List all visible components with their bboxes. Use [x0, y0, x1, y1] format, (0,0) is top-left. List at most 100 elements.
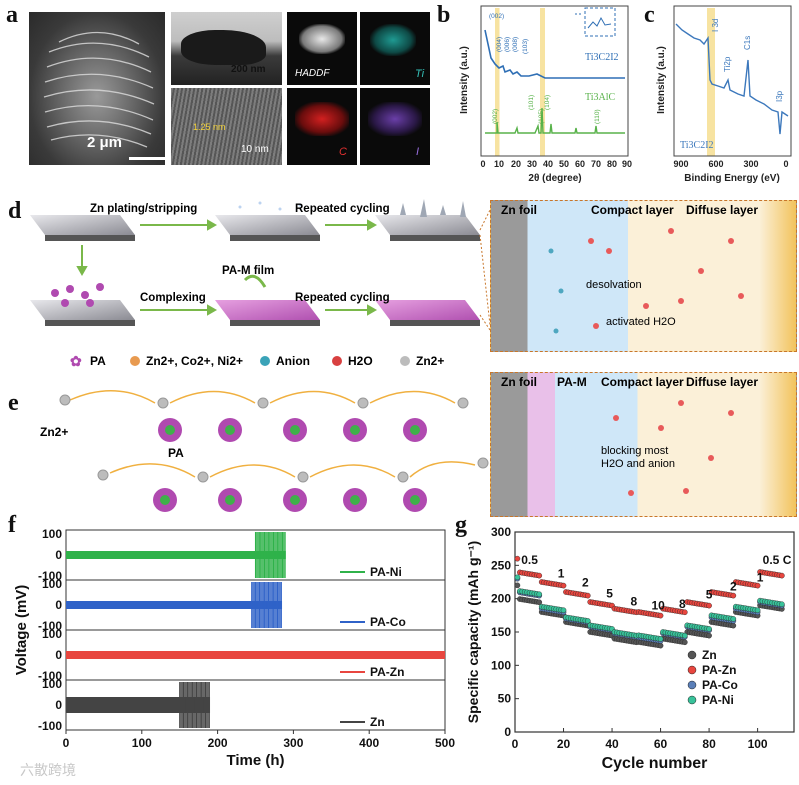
point-pazn — [584, 592, 591, 599]
point-zn — [657, 642, 664, 649]
tem-scale-label-1: 200 nm — [231, 64, 266, 75]
rate-label-4: 8 — [631, 594, 638, 608]
interface-panel-bottom: Zn foil PA-M Compact layer Diffuse layer… — [490, 372, 797, 517]
top-diffuse-label: Diffuse layer — [686, 203, 759, 217]
anion-icon — [260, 356, 270, 366]
xrd-peak-002: (002) — [489, 13, 504, 20]
g-ytick-6: 300 — [491, 525, 511, 539]
legend-marker-paco — [687, 680, 697, 690]
g-ylabel: Specific capacity (mAh g⁻¹) — [465, 541, 481, 723]
f-ytick-zn-0: 100 — [42, 677, 62, 691]
activated-h2o-label: activated H2O — [606, 316, 676, 328]
g-xtick-2: 40 — [605, 737, 619, 751]
repeated-cycling-label-1: Repeated cycling — [295, 203, 390, 215]
xrd-tick-50: 50 — [559, 159, 569, 169]
f-ytick-pa-zn-1: 0 — [55, 648, 62, 662]
xrd-bpeak-104: (104) — [544, 95, 551, 110]
map-label-i: I — [416, 146, 420, 158]
xrd-bpeak-110: (110) — [594, 109, 601, 124]
voltage-band-pa-zn — [66, 651, 445, 659]
legend-marker-pani — [687, 695, 697, 705]
point-pazn — [657, 612, 664, 619]
g-xlabel: Cycle number — [602, 755, 708, 772]
xps-peak-i3p: I3p — [775, 90, 784, 102]
g-xtick-0: 0 — [512, 737, 519, 751]
legend-label-zn: Zn — [702, 648, 717, 662]
xps-tick-600: 600 — [708, 159, 723, 169]
interface-panel-top: Zn foil Compact layer Diffuse layer deso… — [490, 200, 797, 352]
haadf-map: HADDF — [287, 12, 357, 85]
xrd-tick-70: 70 — [591, 159, 601, 169]
point-pani — [584, 618, 591, 624]
point-pazn — [779, 572, 785, 579]
panel-label-a: a — [6, 2, 18, 28]
legend-marker-zn — [687, 650, 697, 660]
xps-plot: Intensity (a.u.) 900 600 300 0 Binding E… — [656, 5, 792, 184]
f-ytick-pa-ni-1: 0 — [55, 548, 62, 562]
f-ytick-zn-2: -100 — [38, 719, 62, 733]
xrd-peak-103: (103) — [522, 39, 529, 54]
g-frame — [514, 531, 795, 733]
point-pazn — [754, 582, 761, 589]
xps-sample-label: Ti3C2I2 — [680, 140, 714, 151]
point-pani — [560, 607, 567, 614]
f-ytick-pa-zn-2: -100 — [38, 669, 62, 683]
point-pazn — [706, 602, 712, 609]
point-pani — [514, 574, 521, 581]
watermark: 六散跨境 — [20, 762, 76, 778]
xrd-plot: Intensity (a.u.) 0 10 20 30 40 50 60 70 … — [459, 5, 632, 184]
c-map: C — [287, 88, 357, 165]
legend-label-paco: PA-Co — [702, 678, 738, 692]
point-pani — [536, 591, 543, 598]
xrd-tick-40: 40 — [543, 159, 553, 169]
point-pani — [657, 636, 664, 642]
failure-spikes-pa-ni — [254, 532, 286, 578]
g-ytick-0: 0 — [504, 725, 511, 739]
bottom-compact-label: Compact layer — [601, 375, 684, 389]
xrd-xlabel: 2θ (degree) — [528, 173, 581, 184]
legend-pa: PA — [90, 354, 106, 368]
zn-ion-icon — [400, 356, 410, 366]
legend-h2o: H2O — [348, 354, 373, 368]
rate-label-10: 0.5 C — [763, 553, 792, 567]
legend-label-zn: Zn — [370, 715, 385, 729]
g-xtick-3: 60 — [654, 737, 668, 751]
xps-peak-c1s: C1s — [743, 36, 752, 50]
legend-row: ✿ PA Zn2+, Co2+, Ni2+ Anion H2O Zn2+ — [70, 352, 490, 372]
xps-peak-ti2p: Ti2p — [723, 56, 732, 72]
panel-label-c: c — [644, 2, 655, 28]
zn-plating-label: Zn plating/stripping — [90, 203, 198, 215]
f-ytick-pa-ni-2: -100 — [38, 569, 62, 583]
xrd-peak-004: (004) — [496, 37, 503, 52]
panel-label-b: b — [437, 2, 451, 28]
point-pani — [730, 616, 737, 622]
schematic-d — [30, 199, 490, 331]
rate-label-5: 10 — [651, 598, 665, 612]
point-zn — [730, 622, 737, 629]
legend-metals: Zn2+, Co2+, Ni2+ — [146, 354, 244, 368]
f-ytick-pa-zn-0: 100 — [42, 627, 62, 641]
ti-map: Ti — [360, 12, 430, 85]
g-ytick-2: 100 — [491, 658, 511, 672]
xrd-bpeak-002: (002) — [492, 109, 499, 124]
xps-ylabel: Intensity (a.u.) — [656, 46, 667, 114]
e-pa-label: PA — [168, 446, 184, 460]
panel-label-g: g — [455, 512, 467, 538]
sem-image: 2 μm — [29, 12, 165, 165]
xrd-tick-10: 10 — [494, 159, 504, 169]
map-label-ti: Ti — [415, 68, 425, 80]
lattice-label: 1.25 nm — [193, 122, 226, 132]
panel-label-e: e — [8, 390, 19, 416]
point-pazn — [730, 592, 737, 599]
rate-label-9: 1 — [757, 570, 764, 584]
point-pani — [682, 632, 688, 639]
xrd-peak-008: (008) — [512, 37, 519, 52]
water-icon — [332, 356, 342, 366]
pa-legend-icon: ✿ — [70, 353, 82, 369]
g-xtick-5: 100 — [748, 737, 768, 751]
rate-label-3: 5 — [606, 586, 613, 600]
xrd-bottom-label: Ti3AlC — [585, 92, 616, 103]
series-pani — [514, 574, 785, 642]
legend-label-pa-ni: PA-Ni — [370, 565, 402, 579]
